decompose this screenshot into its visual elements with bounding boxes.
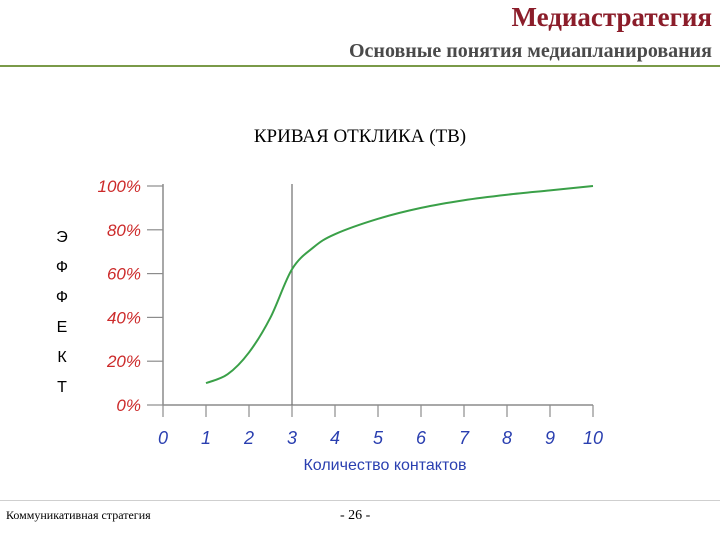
- slide-subtitle: Основные понятия медиапланирования: [348, 40, 712, 62]
- response-curve-line: [205, 185, 594, 385]
- y-tick-label: 100%: [98, 177, 141, 196]
- footer-label: Коммуникативная стратегия: [6, 508, 151, 522]
- page-number: - 26 -: [340, 508, 371, 523]
- x-tick-label: 6: [416, 428, 427, 448]
- x-tick-label: 0: [158, 428, 168, 448]
- header-divider: [0, 65, 720, 67]
- y-axis-label-letter: Ф: [56, 289, 68, 306]
- y-tick-label: 80%: [107, 221, 141, 240]
- x-tick-label: 3: [287, 428, 297, 448]
- y-tick-label: 60%: [107, 265, 141, 284]
- chart-title: КРИВАЯ ОТКЛИКА (ТВ): [253, 126, 467, 147]
- x-tick-label: 10: [583, 428, 603, 448]
- x-axis-label: Количество контактов: [303, 457, 466, 474]
- y-axis-label-letter: Т: [57, 379, 67, 396]
- x-tick-label: 5: [373, 428, 384, 448]
- y-tick-label: 20%: [106, 352, 141, 371]
- x-tick-label: 2: [243, 428, 254, 448]
- y-axis-label-letter: К: [57, 349, 67, 366]
- x-tick-label: 9: [545, 428, 555, 448]
- y-axis-label-letter: Ф: [56, 259, 68, 276]
- footer-divider: [0, 500, 720, 501]
- x-tick-label: 8: [502, 428, 512, 448]
- slide-title: Медиастратегия: [511, 2, 712, 32]
- y-axis-label-letter: Е: [57, 319, 68, 336]
- y-axis-label-letter: Э: [56, 229, 68, 246]
- y-tick-label: 40%: [107, 308, 141, 327]
- y-tick-label: 0%: [116, 396, 141, 415]
- x-tick-label: 7: [459, 428, 470, 448]
- x-tick-label: 1: [201, 428, 211, 448]
- x-tick-label: 4: [330, 428, 340, 448]
